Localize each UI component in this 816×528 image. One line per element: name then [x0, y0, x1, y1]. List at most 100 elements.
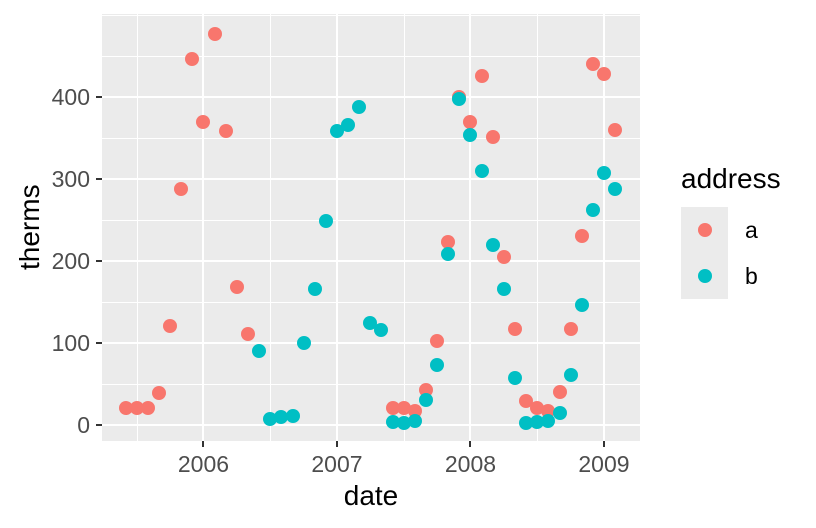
data-point-b [608, 182, 623, 197]
legend-label-a: a [745, 216, 758, 243]
data-point-b [329, 124, 344, 139]
x-major-gridline [335, 14, 338, 441]
x-major-gridline [469, 14, 472, 441]
data-point-b [507, 370, 522, 385]
x-minor-gridline [136, 14, 138, 441]
legend-label-b: b [745, 262, 758, 289]
y-tick-mark [96, 95, 102, 98]
x-tick-label: 2009 [578, 451, 630, 477]
data-point-b [407, 413, 422, 428]
data-point-a [396, 401, 411, 416]
data-point-a [496, 250, 511, 265]
data-point-a [474, 69, 489, 84]
y-tick-label: 200 [51, 247, 90, 274]
x-tick-label: 2008 [444, 451, 497, 477]
data-point-b [396, 415, 411, 430]
y-tick-mark [96, 341, 102, 344]
y-tick-label: 100 [51, 329, 90, 356]
data-point-b [430, 357, 445, 372]
data-point-b [285, 408, 300, 423]
x-minor-gridline [403, 14, 405, 441]
data-point-a [129, 401, 144, 416]
y-axis-title: therms [14, 184, 45, 271]
data-point-b [485, 238, 500, 253]
data-point-a [218, 124, 233, 139]
legend-item-b: b [681, 253, 781, 299]
x-axis-title: date [343, 480, 399, 511]
data-point-b [474, 163, 489, 178]
y-tick-mark [96, 423, 102, 426]
y-major-gridline [102, 341, 640, 344]
y-minor-gridline [102, 55, 640, 57]
data-point-a [385, 401, 400, 416]
data-point-a [463, 115, 478, 130]
data-point-b [541, 413, 556, 428]
data-point-a [507, 321, 522, 336]
data-point-b [452, 92, 467, 107]
data-point-b [585, 202, 600, 217]
data-point-b [296, 336, 311, 351]
x-tick-label: 2007 [311, 451, 363, 477]
data-point-a [574, 229, 589, 244]
data-point-b [363, 315, 378, 330]
data-point-a [552, 384, 567, 399]
data-point-a [174, 182, 189, 197]
y-tick-mark [96, 177, 102, 180]
data-point-b [318, 213, 333, 228]
x-minor-gridline [270, 14, 272, 441]
data-point-b [252, 343, 267, 358]
legend-key-a [681, 207, 728, 253]
legend-title: address [681, 163, 781, 194]
data-point-b [341, 117, 356, 132]
x-tick-mark [469, 441, 472, 447]
data-point-b [374, 323, 389, 338]
x-minor-gridline [537, 14, 539, 441]
data-point-b [385, 415, 400, 430]
x-tick-mark [602, 441, 605, 447]
data-point-a [585, 56, 600, 71]
y-tick-label: 400 [51, 83, 90, 110]
y-minor-gridline [102, 137, 640, 139]
data-point-b [563, 367, 578, 382]
x-tick-mark [335, 441, 338, 447]
data-point-a [240, 326, 255, 341]
series-b-dot-icon [697, 269, 712, 283]
y-major-gridline [102, 259, 640, 262]
y-minor-gridline [102, 219, 640, 221]
data-point-b [552, 406, 567, 421]
y-tick-mark [96, 259, 102, 262]
x-major-gridline [202, 14, 205, 441]
legend: address a b [681, 163, 781, 299]
data-point-a [563, 321, 578, 336]
data-point-b [307, 282, 322, 297]
y-minor-gridline [102, 14, 640, 16]
data-point-a [441, 234, 456, 249]
data-point-a [519, 393, 534, 408]
data-point-a [207, 26, 222, 41]
data-point-a [430, 334, 445, 348]
plot-panel [102, 14, 640, 441]
data-point-a [140, 401, 155, 416]
y-major-gridline [102, 95, 640, 98]
x-tick-mark [202, 441, 205, 447]
data-point-b [496, 282, 511, 297]
data-point-a [152, 386, 166, 401]
legend-item-a: a [681, 207, 781, 253]
y-minor-gridline [102, 301, 640, 303]
data-point-b [352, 99, 367, 114]
legend-rows: a b [681, 207, 781, 299]
data-point-b [441, 247, 456, 262]
data-point-a [530, 401, 545, 416]
y-major-gridline [102, 423, 640, 426]
y-tick-label: 300 [51, 165, 90, 192]
x-tick-label: 2006 [177, 451, 230, 477]
data-point-a [163, 319, 178, 334]
data-point-b [574, 297, 589, 312]
data-point-a [229, 279, 244, 294]
legend-key-b [681, 253, 728, 299]
y-tick-label: 0 [77, 411, 90, 438]
data-point-a [196, 115, 211, 130]
data-point-a [608, 123, 623, 138]
data-point-b [530, 415, 545, 430]
